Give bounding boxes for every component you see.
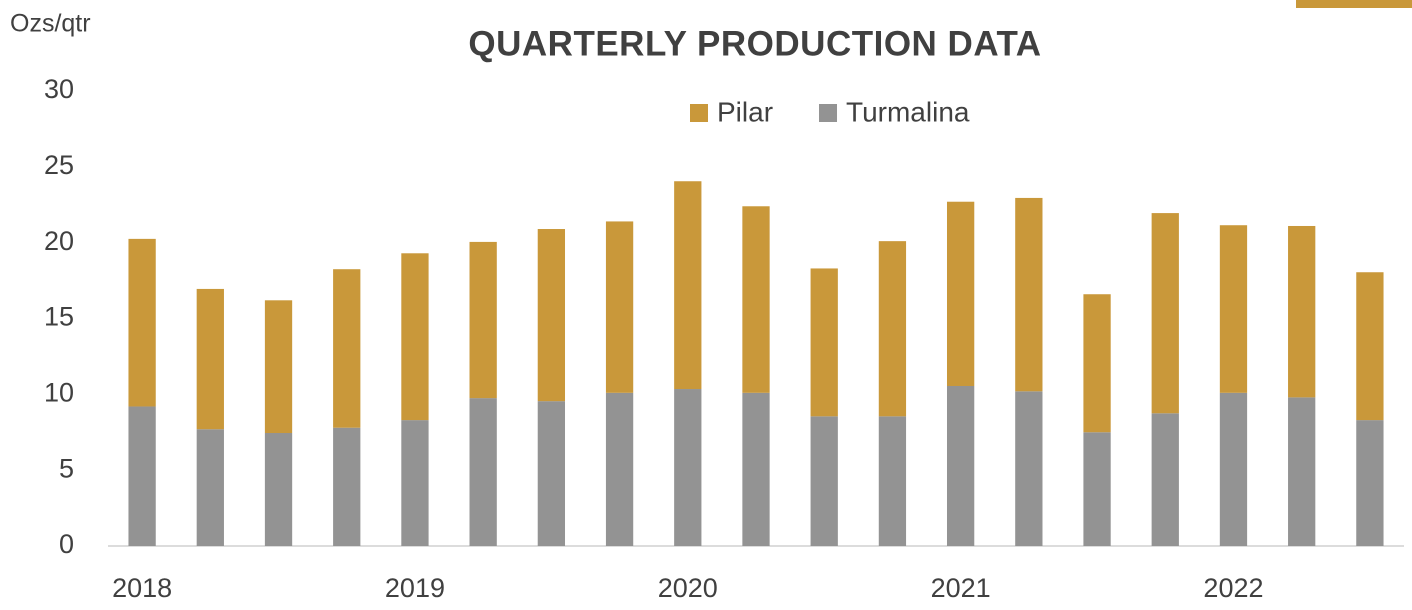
legend-swatch bbox=[819, 104, 838, 122]
x-tick-label: 2018 bbox=[112, 573, 172, 603]
bar-segment bbox=[1015, 391, 1043, 546]
bar-segment bbox=[1219, 225, 1248, 393]
bar-segment bbox=[1288, 225, 1316, 398]
bar-segment bbox=[946, 385, 975, 546]
x-tick-label: 2019 bbox=[385, 573, 445, 603]
x-tick-label: 2021 bbox=[931, 573, 991, 603]
bar-segment bbox=[1083, 432, 1111, 546]
y-tick-label: 25 bbox=[44, 150, 74, 180]
bar-segment bbox=[196, 288, 224, 430]
y-tick-label: 0 bbox=[59, 529, 74, 559]
x-tick-label: 2020 bbox=[658, 573, 718, 603]
bar-segment bbox=[128, 238, 156, 407]
bar-segment bbox=[810, 416, 838, 546]
bar-segment bbox=[128, 406, 156, 546]
y-tick-label: 30 bbox=[44, 74, 74, 104]
legend-swatch bbox=[690, 104, 708, 122]
bar-segment bbox=[1151, 213, 1179, 414]
bar-segment bbox=[401, 420, 429, 546]
y-tick-label: 20 bbox=[44, 226, 74, 256]
bar-segment bbox=[674, 181, 702, 390]
bar-segment bbox=[1288, 397, 1316, 546]
legend-label: Pilar bbox=[717, 96, 773, 127]
bar-segment bbox=[264, 300, 293, 434]
bar-segment bbox=[264, 433, 293, 546]
bar-segment bbox=[674, 389, 702, 546]
y-tick-label: 5 bbox=[59, 453, 74, 483]
bar-segment bbox=[196, 429, 224, 546]
bar-segment bbox=[1219, 392, 1248, 546]
bar-segment bbox=[810, 268, 838, 417]
corner-accent bbox=[1296, 0, 1412, 8]
bar-segment bbox=[1015, 197, 1043, 392]
bar-segment bbox=[401, 253, 429, 421]
bar-segment bbox=[1356, 420, 1384, 546]
bar-segment bbox=[946, 201, 975, 386]
bar-segment bbox=[605, 392, 634, 546]
bar-segment bbox=[1083, 294, 1111, 433]
y-tick-label: 15 bbox=[44, 302, 74, 332]
bar-segment bbox=[333, 269, 361, 428]
bar-segment bbox=[878, 416, 907, 546]
bar-segment bbox=[605, 221, 634, 393]
bar-segment bbox=[537, 229, 566, 402]
y-axis-label: Ozs/qtr bbox=[10, 10, 91, 38]
bar-segment bbox=[878, 241, 907, 417]
bar-segment bbox=[537, 401, 566, 546]
bar-segment bbox=[333, 427, 361, 546]
bar-segment bbox=[742, 392, 770, 546]
legend-label: Turmalina bbox=[846, 96, 970, 127]
bar-segment bbox=[1356, 272, 1384, 421]
bar-segment bbox=[1151, 413, 1179, 546]
y-tick-label: 10 bbox=[44, 377, 74, 407]
chart-title: QUARTERLY PRODUCTION DATA bbox=[468, 24, 1041, 63]
bar-segment bbox=[742, 206, 770, 393]
x-tick-label: 2022 bbox=[1203, 573, 1263, 603]
bar-segment bbox=[469, 241, 497, 399]
bar-segment bbox=[469, 398, 497, 546]
